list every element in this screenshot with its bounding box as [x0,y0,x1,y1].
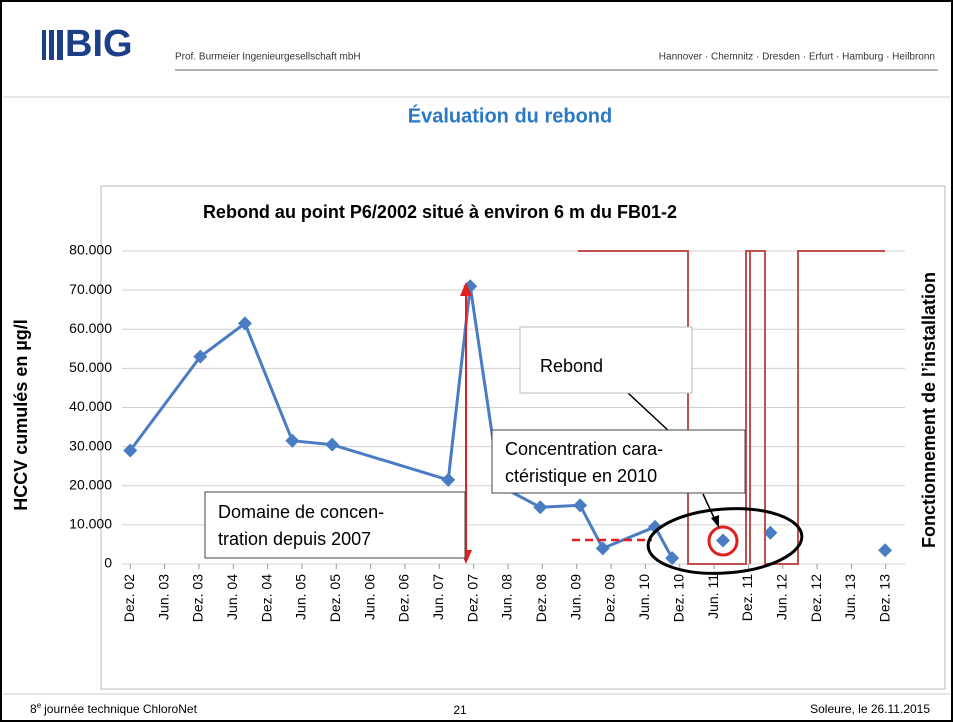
x-tick-label: Dez. 13 [876,574,892,622]
data-point [573,498,588,513]
domain-box [204,491,466,559]
y-tick-label: 40.000 [69,398,112,414]
footer-left: 8e journée technique ChloroNet [30,701,198,716]
x-tick-label: Dez. 11 [739,574,755,621]
data-point [237,316,252,331]
concentration-label: Concentration cara- [505,439,663,459]
x-tick-label: Jun. 08 [499,574,515,620]
x-tick-label: Dez. 05 [327,574,343,622]
concentration-label: ctéristique en 2010 [505,466,657,486]
x-tick-label: Jun. 11 [705,574,721,619]
y-tick-label: 30.000 [69,437,112,453]
x-tick-label: Jun. 10 [636,574,652,620]
operation-periods [578,250,885,565]
x-tick-label: Jun. 04 [224,574,240,620]
arrow-head [460,282,472,296]
y-tick-label: 20.000 [69,476,112,492]
x-tick-label: Dez. 04 [258,574,274,622]
callout-arrow-head [711,515,719,528]
company-name: Prof. Burmeier Ingenieurgesellschaft mbH [175,52,361,63]
rebound-circle [707,525,739,557]
y2-axis-label: Fonctionnement de l’installation [919,272,939,548]
x-tick-label: Dez. 06 [396,574,412,622]
data-point [285,433,300,448]
cities: Hannover · Chemnitz · Dresden · Erfurt ·… [659,52,935,63]
x-tick-label: Jun. 07 [430,574,446,620]
x-tick-label: Dez. 10 [670,574,686,622]
x-tick-label: Jun. 12 [773,574,789,620]
x-tick-label: Dez. 12 [808,574,824,622]
x-tick-label: Jun. 06 [361,574,377,620]
x-tick-label: Jun. 09 [567,574,583,620]
logo-bars [42,30,63,60]
data-point [533,500,548,515]
y-tick-label: 70.000 [69,281,112,297]
rebound-box [519,326,693,394]
data-point [123,443,138,458]
data-point [193,349,208,364]
x-tick-label: Dez. 09 [602,574,618,622]
rebound-label: Rebond [540,356,603,376]
footer-right: Soleure, le 26.11.2015 [810,702,930,716]
data-point [325,437,340,452]
data-point [763,525,778,540]
logo-text: BIG [65,23,133,65]
x-tick-label: Dez. 07 [464,574,480,622]
slide-title: Évaluation du rebond [408,104,612,127]
data-point [441,472,456,487]
x-tick-label: Dez. 03 [190,574,206,622]
domain-label: tration depuis 2007 [218,529,371,549]
x-tick-label: Dez. 02 [121,574,137,622]
y-axis-label: HCCV cumulés en µg/l [11,319,31,510]
data-point [878,543,893,558]
annotations: Rebond Concentration cara- ctéristique e… [204,250,885,575]
x-tick-label: Jun. 03 [155,574,171,620]
x-tick-label: Jun. 05 [293,574,309,620]
data-point [665,551,680,566]
highlight-ellipse [646,507,804,575]
x-tick-label: Jun. 13 [842,574,858,620]
y-tick-label: 80.000 [69,242,112,258]
data-point [595,541,610,556]
chart-title: Rebond au point P6/2002 situé à environ … [203,202,677,222]
x-tick-label: Dez. 08 [533,574,549,622]
data-point [715,533,730,548]
y-tick-label: 10.000 [69,516,112,532]
y-tick-label: 50.000 [69,359,112,375]
concentration-box [491,429,746,494]
domain-label: Domaine de concen- [218,502,384,522]
page-number: 21 [453,703,467,717]
y-tick-label: 0 [104,555,112,571]
y-tick-label: 60.000 [69,320,112,336]
